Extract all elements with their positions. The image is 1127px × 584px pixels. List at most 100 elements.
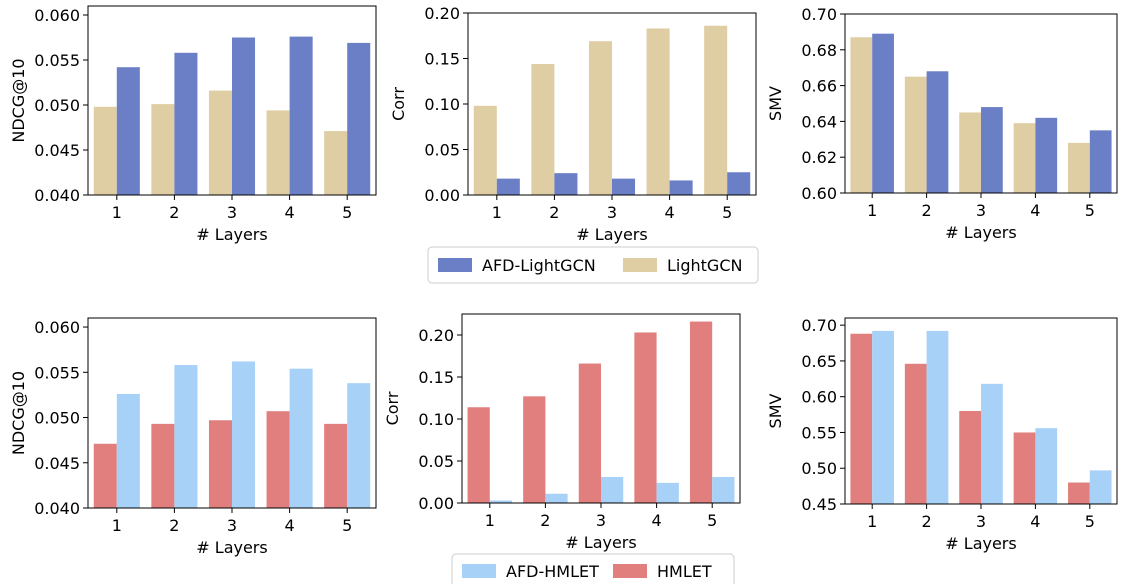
x-tick-label: 3 xyxy=(607,203,617,222)
x-axis-label: # Layers xyxy=(576,225,647,244)
bar-afd-hmlet-layer-2 xyxy=(545,493,568,503)
x-tick-label: 4 xyxy=(665,203,675,222)
bar-afd-lightgcn-layer-3 xyxy=(612,178,636,195)
bar-lightgcn-layer-5 xyxy=(704,25,728,195)
bar-afd-lightgcn-layer-4 xyxy=(1035,117,1058,193)
y-tick-label: 0.060 xyxy=(34,6,80,25)
legend-swatch xyxy=(462,564,496,578)
bar-lightgcn-layer-1 xyxy=(93,106,117,195)
bar-hmlet-layer-2 xyxy=(904,363,927,504)
chart-panel-2: 1 2 3 4 5 0.00 0.05 0.10 0.15 0.20 # Layers Corr xyxy=(389,4,757,244)
y-axis-label: SMV xyxy=(766,393,785,428)
bar-afd-lightgcn-layer-2 xyxy=(926,71,949,193)
x-tick-label: 3 xyxy=(227,516,237,535)
y-tick-label: 0.15 xyxy=(424,50,460,69)
bar-afd-hmlet-layer-2 xyxy=(174,365,198,508)
y-tick-label: 0.65 xyxy=(801,352,837,371)
x-tick-label: 2 xyxy=(169,203,179,222)
bar-afd-lightgcn-layer-4 xyxy=(669,180,693,195)
bar-lightgcn-layer-4 xyxy=(1013,123,1036,193)
bar-lightgcn-layer-3 xyxy=(208,90,232,195)
x-tick-label: 3 xyxy=(227,203,237,222)
plot-frame xyxy=(844,317,1118,505)
bar-hmlet-layer-4 xyxy=(266,411,290,508)
bar-hmlet-layer-1 xyxy=(467,407,490,503)
bar-afd-hmlet-layer-3 xyxy=(601,476,624,503)
bar-afd-lightgcn-layer-1 xyxy=(872,33,894,193)
legend-1: AFD-LightGCN LightGCN xyxy=(427,246,759,284)
chart-panel-5: 1 2 3 4 5 0.00 0.05 0.10 0.15 0.20 # Layers Corr xyxy=(383,313,741,552)
bar-hmlet-layer-4 xyxy=(1013,432,1036,504)
y-tick-label: 0.055 xyxy=(34,363,80,382)
bar-lightgcn-layer-3 xyxy=(588,41,612,196)
bar-lightgcn-layer-2 xyxy=(904,76,927,193)
y-tick-label: 0.05 xyxy=(418,452,454,471)
plot-frame xyxy=(87,317,377,509)
y-axis-label: NDCG@10 xyxy=(9,371,28,455)
y-axis-label: NDCG@10 xyxy=(9,58,28,142)
bar-afd-lightgcn-layer-3 xyxy=(981,107,1003,193)
x-axis-label: # Layers xyxy=(945,223,1016,242)
bar-afd-hmlet-layer-1 xyxy=(116,394,140,508)
bar-afd-hmlet-layer-5 xyxy=(347,383,371,508)
y-tick-label: 0.045 xyxy=(34,141,80,160)
x-tick-label: 1 xyxy=(492,203,502,222)
y-tick-label: 0.20 xyxy=(424,4,460,23)
bar-hmlet-layer-3 xyxy=(578,363,601,503)
x-tick-label: 4 xyxy=(1030,201,1040,220)
x-tick-label: 4 xyxy=(285,203,295,222)
bar-afd-lightgcn-layer-5 xyxy=(347,42,371,196)
legend-frame xyxy=(427,246,759,284)
x-axis-label: # Layers xyxy=(565,533,636,552)
x-tick-label: 1 xyxy=(112,203,122,222)
legend-2: AFD-HMLET HMLET xyxy=(451,553,735,584)
x-tick-label: 3 xyxy=(976,201,986,220)
x-tick-label: 2 xyxy=(922,201,932,220)
bar-lightgcn-layer-5 xyxy=(1068,142,1090,193)
bar-lightgcn-layer-3 xyxy=(959,112,981,193)
x-tick-label: 5 xyxy=(342,516,352,535)
x-tick-label: 4 xyxy=(1030,512,1040,531)
x-axis-label: # Layers xyxy=(945,534,1016,553)
legend-swatch xyxy=(613,564,647,578)
legend-swatch xyxy=(623,258,657,272)
bar-hmlet-layer-3 xyxy=(208,420,232,508)
bar-hmlet-layer-1 xyxy=(850,333,873,504)
bar-lightgcn-layer-1 xyxy=(473,105,497,195)
legend-frame xyxy=(451,553,735,584)
y-tick-label: 0.10 xyxy=(418,410,454,429)
y-axis-label: SMV xyxy=(766,86,785,121)
chart-panel-1: 1 2 3 4 5 0.040 0.045 0.050 0.055 0.060 # Layers ND… xyxy=(9,5,377,244)
x-tick-label: 5 xyxy=(1085,512,1095,531)
plot-frame xyxy=(461,313,741,504)
y-axis-label: Corr xyxy=(389,87,408,121)
y-tick-label: 0.64 xyxy=(801,112,837,131)
bar-lightgcn-layer-1 xyxy=(850,37,873,193)
y-tick-label: 0.050 xyxy=(34,409,80,428)
bar-afd-lightgcn-layer-5 xyxy=(727,172,751,195)
y-tick-label: 0.00 xyxy=(418,494,454,513)
x-tick-label: 2 xyxy=(549,203,559,222)
y-tick-label: 0.050 xyxy=(34,96,80,115)
y-tick-label: 0.70 xyxy=(801,5,837,24)
bar-lightgcn-layer-2 xyxy=(531,63,555,196)
bar-hmlet-layer-2 xyxy=(523,396,546,503)
bar-hmlet-layer-5 xyxy=(1068,482,1090,504)
y-tick-label: 0.45 xyxy=(801,495,837,514)
legend-label: HMLET xyxy=(657,562,712,581)
y-tick-label: 0.060 xyxy=(34,318,80,337)
x-tick-label: 5 xyxy=(707,511,717,530)
y-tick-label: 0.62 xyxy=(801,148,837,167)
bar-hmlet-layer-2 xyxy=(151,423,175,508)
y-tick-label: 0.20 xyxy=(418,326,454,345)
x-tick-label: 2 xyxy=(540,511,550,530)
bar-lightgcn-layer-2 xyxy=(151,104,175,195)
bar-afd-hmlet-layer-1 xyxy=(489,500,513,503)
x-tick-label: 4 xyxy=(285,516,295,535)
x-tick-label: 1 xyxy=(485,511,495,530)
x-tick-label: 1 xyxy=(867,201,877,220)
x-tick-label: 1 xyxy=(867,512,877,531)
plot-frame xyxy=(87,5,377,196)
legend-swatch xyxy=(438,258,472,272)
y-tick-label: 0.70 xyxy=(801,316,837,335)
